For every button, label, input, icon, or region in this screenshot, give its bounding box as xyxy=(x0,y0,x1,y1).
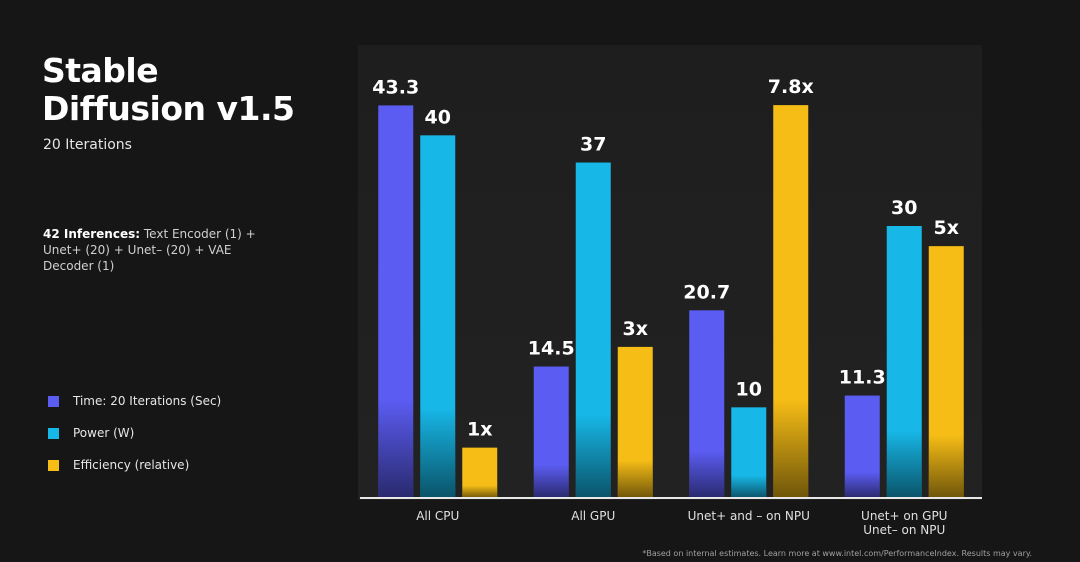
value-label: 43.3 xyxy=(372,76,419,98)
bar-shade xyxy=(575,162,611,499)
legend-item: Time: 20 Iterations (Sec) xyxy=(48,394,221,408)
legend-item: Efficiency (relative) xyxy=(48,458,189,472)
legend-label: Efficiency (relative) xyxy=(73,458,190,472)
value-label: 14.5 xyxy=(528,338,575,360)
value-label: 10 xyxy=(736,378,762,400)
subtitle: 20 Iterations xyxy=(43,137,132,153)
value-label: 7.8x xyxy=(768,76,814,98)
bar-shade xyxy=(773,105,809,498)
footnote: *Based on internal estimates. Learn more… xyxy=(642,549,1032,558)
bar-shade xyxy=(844,395,880,498)
value-label: 30 xyxy=(891,197,917,219)
note-text: Text Encoder (1) + Unet+ (20) + Unet– (2… xyxy=(43,227,256,273)
bar-shade xyxy=(378,105,414,498)
bar-shade xyxy=(928,246,964,498)
legend-swatch xyxy=(48,427,59,439)
value-label: 5x xyxy=(934,217,959,239)
bar-shade xyxy=(617,346,653,498)
legend-label: Time: 20 Iterations (Sec) xyxy=(73,394,222,408)
chart-title: Stable Diffusion v1.5 xyxy=(42,51,295,128)
bar-shade xyxy=(462,447,498,498)
legend-label: Power (W) xyxy=(73,426,135,440)
legend-swatch xyxy=(48,459,59,471)
bar-shade xyxy=(731,407,767,498)
value-label: 1x xyxy=(467,419,492,441)
bar-shade xyxy=(886,226,922,498)
value-label: 11.3 xyxy=(839,367,886,389)
x-tick-label: All GPU xyxy=(571,509,616,523)
x-tick-label: Unet+ on GPU Unet– on NPU xyxy=(861,509,948,537)
x-tick-label: Unet+ and – on NPU xyxy=(687,509,810,523)
bar-shade xyxy=(689,310,725,498)
note: 42 Inferences: Text Encoder (1) + Unet+ … xyxy=(43,226,283,274)
value-label: 37 xyxy=(580,134,606,156)
x-tick-label: All CPU xyxy=(416,509,460,523)
value-label: 40 xyxy=(425,106,451,128)
bar-shade xyxy=(420,135,456,499)
value-label: 20.7 xyxy=(683,281,730,303)
note-label: 42 Inferences: xyxy=(43,227,141,241)
value-label: 3x xyxy=(623,318,648,340)
bar-shade xyxy=(533,366,569,498)
legend-item: Power (W) xyxy=(48,426,134,440)
legend-swatch xyxy=(48,395,59,407)
